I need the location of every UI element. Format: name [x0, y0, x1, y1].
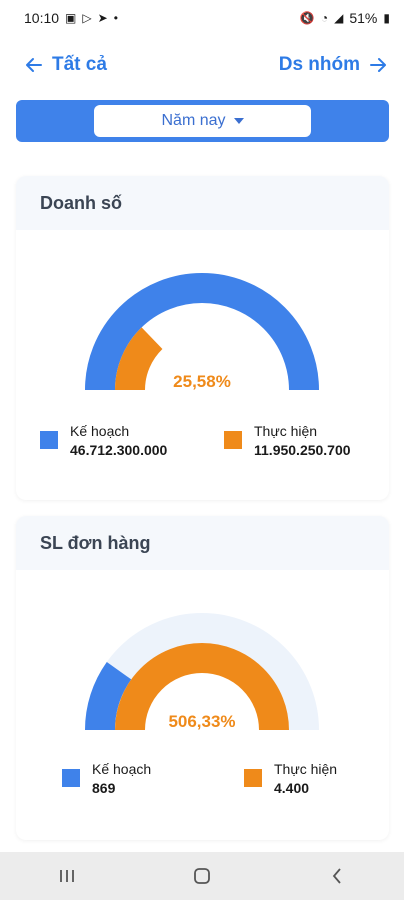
sales-percent-label: 25,58% [173, 372, 231, 391]
sales-gauge: 25,58% [85, 273, 319, 391]
dot-icon: • [113, 11, 118, 25]
sales-card: Doanh số 25,58% Kế hoạch 46.712.300.000 … [16, 176, 389, 500]
orders-gauge-plan-arc [85, 661, 132, 731]
sales-plan-label: Kế hoạch [70, 423, 130, 439]
system-nav-bar [0, 852, 404, 900]
top-nav: Tất cả Ds nhóm [0, 48, 404, 88]
sales-legend-actual: Thực hiện 11.950.250.700 [224, 422, 351, 460]
battery-icon: ▮ [383, 11, 390, 25]
mute-icon: 🔇 [299, 11, 315, 25]
orders-gauge-actual-arc [115, 643, 289, 731]
sales-gauge-plan-arc [85, 273, 319, 391]
system-back-button[interactable] [317, 861, 357, 891]
status-bar: 10:10 ▣ ▷ ➤ • 🔇 ◔ ◢ 51% ▮ [0, 0, 404, 36]
orders-legend-actual: Thực hiện 4.400 [244, 760, 337, 798]
orders-percent-label: 506,33% [168, 712, 235, 731]
actual-swatch [224, 431, 242, 449]
recent-apps-button[interactable] [47, 861, 87, 891]
sales-card-title: Doanh số [16, 176, 389, 230]
home-icon [194, 868, 210, 884]
sales-legend-plan: Kế hoạch 46.712.300.000 [40, 422, 167, 460]
chevron-left-icon [332, 868, 341, 884]
plan-swatch [62, 769, 80, 787]
home-button[interactable] [182, 861, 222, 891]
sales-plan-value: 46.712.300.000 [70, 442, 168, 458]
actual-swatch [244, 769, 262, 787]
period-select[interactable]: Năm nay [94, 105, 311, 137]
orders-plan-label: Kế hoạch [92, 761, 152, 777]
orders-gauge: 506,33% [85, 613, 319, 731]
filter-bar: Năm nay [16, 100, 389, 142]
orders-actual-value: 4.400 [274, 780, 310, 796]
status-right: 🔇 ◔ ◢ 51% ▮ [300, 10, 390, 26]
caret-down-icon [233, 118, 244, 124]
sales-actual-value: 11.950.250.700 [254, 442, 351, 458]
telegram-icon: ➤ [97, 11, 108, 25]
plan-swatch [40, 431, 58, 449]
back-button[interactable]: Tất cả [24, 54, 107, 76]
battery-percent: 51% [349, 10, 378, 26]
recent-apps-icon [60, 870, 75, 882]
sales-gauge-actual-arc [115, 327, 163, 391]
back-label: Tất cả [52, 54, 107, 75]
status-left: 10:10 ▣ ▷ ➤ • [24, 10, 118, 26]
signal-icon: ◢ [334, 11, 344, 25]
orders-card: SL đơn hàng 506,33% Kế hoạch 869 Thực hi… [16, 516, 389, 840]
orders-actual-label: Thực hiện [274, 761, 338, 777]
arrow-right-icon [370, 58, 386, 72]
wifi-icon: ◔ [320, 11, 329, 25]
status-time: 10:10 [24, 10, 60, 26]
orders-card-title: SL đơn hàng [16, 516, 389, 570]
play-icon: ▷ [82, 11, 92, 25]
gallery-icon: ▣ [65, 11, 77, 25]
arrow-left-icon [26, 58, 42, 72]
group-list-label: Ds nhóm [278, 54, 360, 75]
period-select-value: Năm nay [161, 112, 226, 129]
orders-legend-plan: Kế hoạch 869 [62, 760, 151, 798]
sales-actual-label: Thực hiện [254, 423, 318, 439]
group-list-button[interactable]: Ds nhóm [279, 54, 388, 76]
orders-plan-value: 869 [92, 780, 116, 796]
